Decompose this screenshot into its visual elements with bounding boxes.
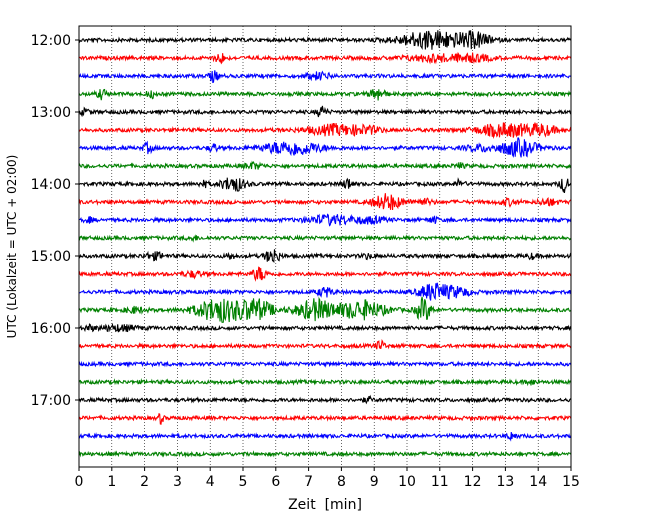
trace-1730 [78,431,572,442]
x-tick-label: 5 [239,474,248,490]
trace-1300 [78,105,572,118]
y-tick-label: 13:00 [31,105,71,121]
trace-1200 [78,30,572,51]
trace-1715 [78,413,572,425]
seismic-traces [78,30,572,458]
trace-1445 [78,234,572,243]
trace-1530 [78,282,572,301]
y-tick-label: 14:00 [31,177,71,193]
trace-1430 [78,213,572,227]
trace-1245 [78,88,572,101]
trace-1230 [78,70,572,84]
plot-frame [78,25,572,468]
trace-1500 [78,249,572,264]
x-tick-label: 7 [304,474,313,490]
trace-1545 [78,296,572,323]
x-tick-label: 12 [464,474,482,490]
y-tick-label: 12:00 [31,33,71,49]
trace-1700 [78,394,572,405]
y-axis-ticks: 12:00 13:00 14:00 15:00 16:00 17:00 [31,33,79,409]
trace-1600 [78,322,572,333]
trace-1400 [78,177,572,194]
y-tick-label: 16:00 [31,321,71,337]
x-tick-label: 8 [337,474,346,490]
x-tick-label: 13 [496,474,514,490]
y-tick-label: 15:00 [31,249,71,265]
x-tick-label: 9 [370,474,379,490]
trace-1330 [78,137,572,158]
trace-1615 [78,339,572,350]
trace-1630 [78,360,572,368]
trace-1415 [78,193,572,211]
x-tick-label: 3 [173,474,182,490]
trace-1315 [78,122,572,139]
x-tick-label: 0 [75,474,84,490]
x-axis-ticks: 0 1 2 3 4 5 6 7 8 9 10 11 12 13 14 15 [75,467,580,490]
x-axis-label: Zeit [min] [288,497,362,513]
trace-1645 [78,377,572,387]
x-tick-label: 2 [140,474,149,490]
x-tick-label: 14 [529,474,547,490]
x-tick-label: 1 [107,474,116,490]
y-tick-label: 17:00 [31,393,71,409]
trace-1515 [78,266,572,282]
trace-1745 [78,450,572,458]
y-axis-label: UTC (Lokalzeit = UTC + 02:00) [5,155,19,339]
x-tick-label: 6 [271,474,280,490]
x-tick-label: 11 [431,474,449,490]
trace-1215 [78,51,572,65]
trace-1345 [78,160,572,171]
x-tick-label: 15 [562,474,580,490]
x-tick-label: 10 [398,474,416,490]
x-tick-label: 4 [206,474,215,490]
